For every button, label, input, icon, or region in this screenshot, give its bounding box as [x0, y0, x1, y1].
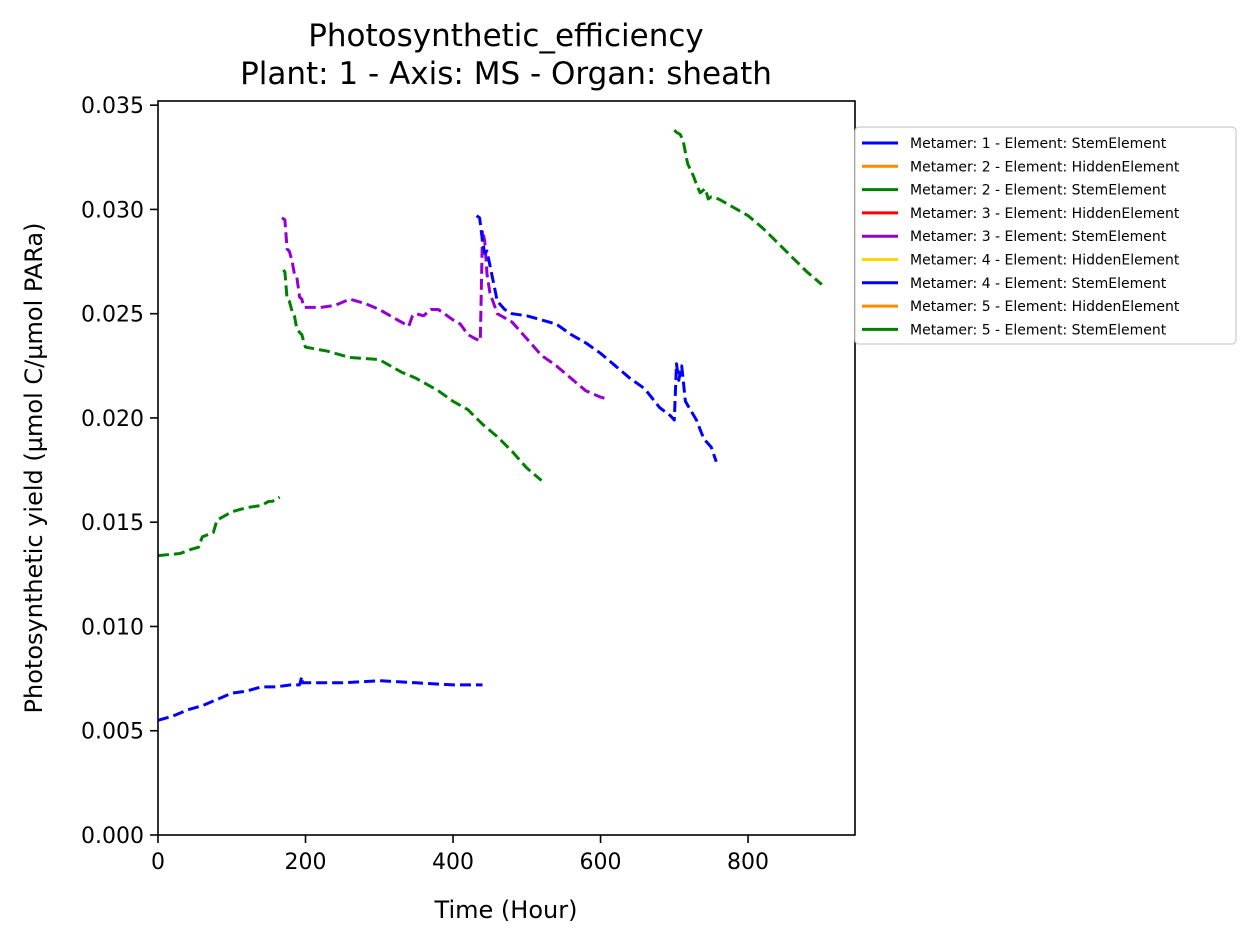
legend-label: Metamer: 2 - Element: StemElement	[910, 183, 1167, 199]
legend: Metamer: 1 - Element: StemElement Metamer…	[855, 127, 1236, 344]
y-tick-label: 0.005	[81, 720, 144, 745]
y-tick-label: 0.010	[81, 615, 144, 640]
legend-label: Metamer: 4 - Element: StemElement	[910, 276, 1167, 292]
x-tick-label: 600	[580, 850, 622, 875]
legend-label: Metamer: 5 - Element: HiddenElement	[910, 299, 1180, 315]
x-tick-label: 800	[727, 850, 769, 875]
x-tick-label: 0	[151, 850, 165, 875]
y-tick-label: 0.025	[81, 303, 144, 328]
legend-label: Metamer: 5 - Element: StemElement	[910, 322, 1167, 338]
legend-label: Metamer: 3 - Element: HiddenElement	[910, 206, 1180, 222]
y-tick-label: 0.015	[81, 511, 144, 536]
legend-label: Metamer: 1 - Element: StemElement	[910, 136, 1167, 152]
chart-subtitle: Plant: 1 - Axis: MS - Organ: sheath	[240, 56, 772, 92]
x-tick-label: 200	[285, 850, 327, 875]
legend-label: Metamer: 4 - Element: HiddenElement	[910, 253, 1180, 269]
plot-area	[158, 101, 855, 835]
y-tick-label: 0.035	[81, 94, 144, 119]
y-tick-label: 0.000	[81, 824, 144, 849]
legend-entries: Metamer: 1 - Element: StemElement Metamer…	[862, 136, 1180, 338]
x-axis-label: Time (Hour)	[434, 896, 578, 924]
chart-title: Photosynthetic_efficiency	[308, 18, 704, 54]
y-axis-label: Photosynthetic yield (µmol C/µmol PARa)	[20, 223, 48, 714]
y-tick-label: 0.030	[81, 198, 144, 223]
x-tick-label: 400	[432, 850, 474, 875]
y-tick-label: 0.020	[81, 407, 144, 432]
legend-label: Metamer: 2 - Element: HiddenElement	[910, 159, 1180, 175]
legend-label: Metamer: 3 - Element: StemElement	[910, 229, 1167, 245]
